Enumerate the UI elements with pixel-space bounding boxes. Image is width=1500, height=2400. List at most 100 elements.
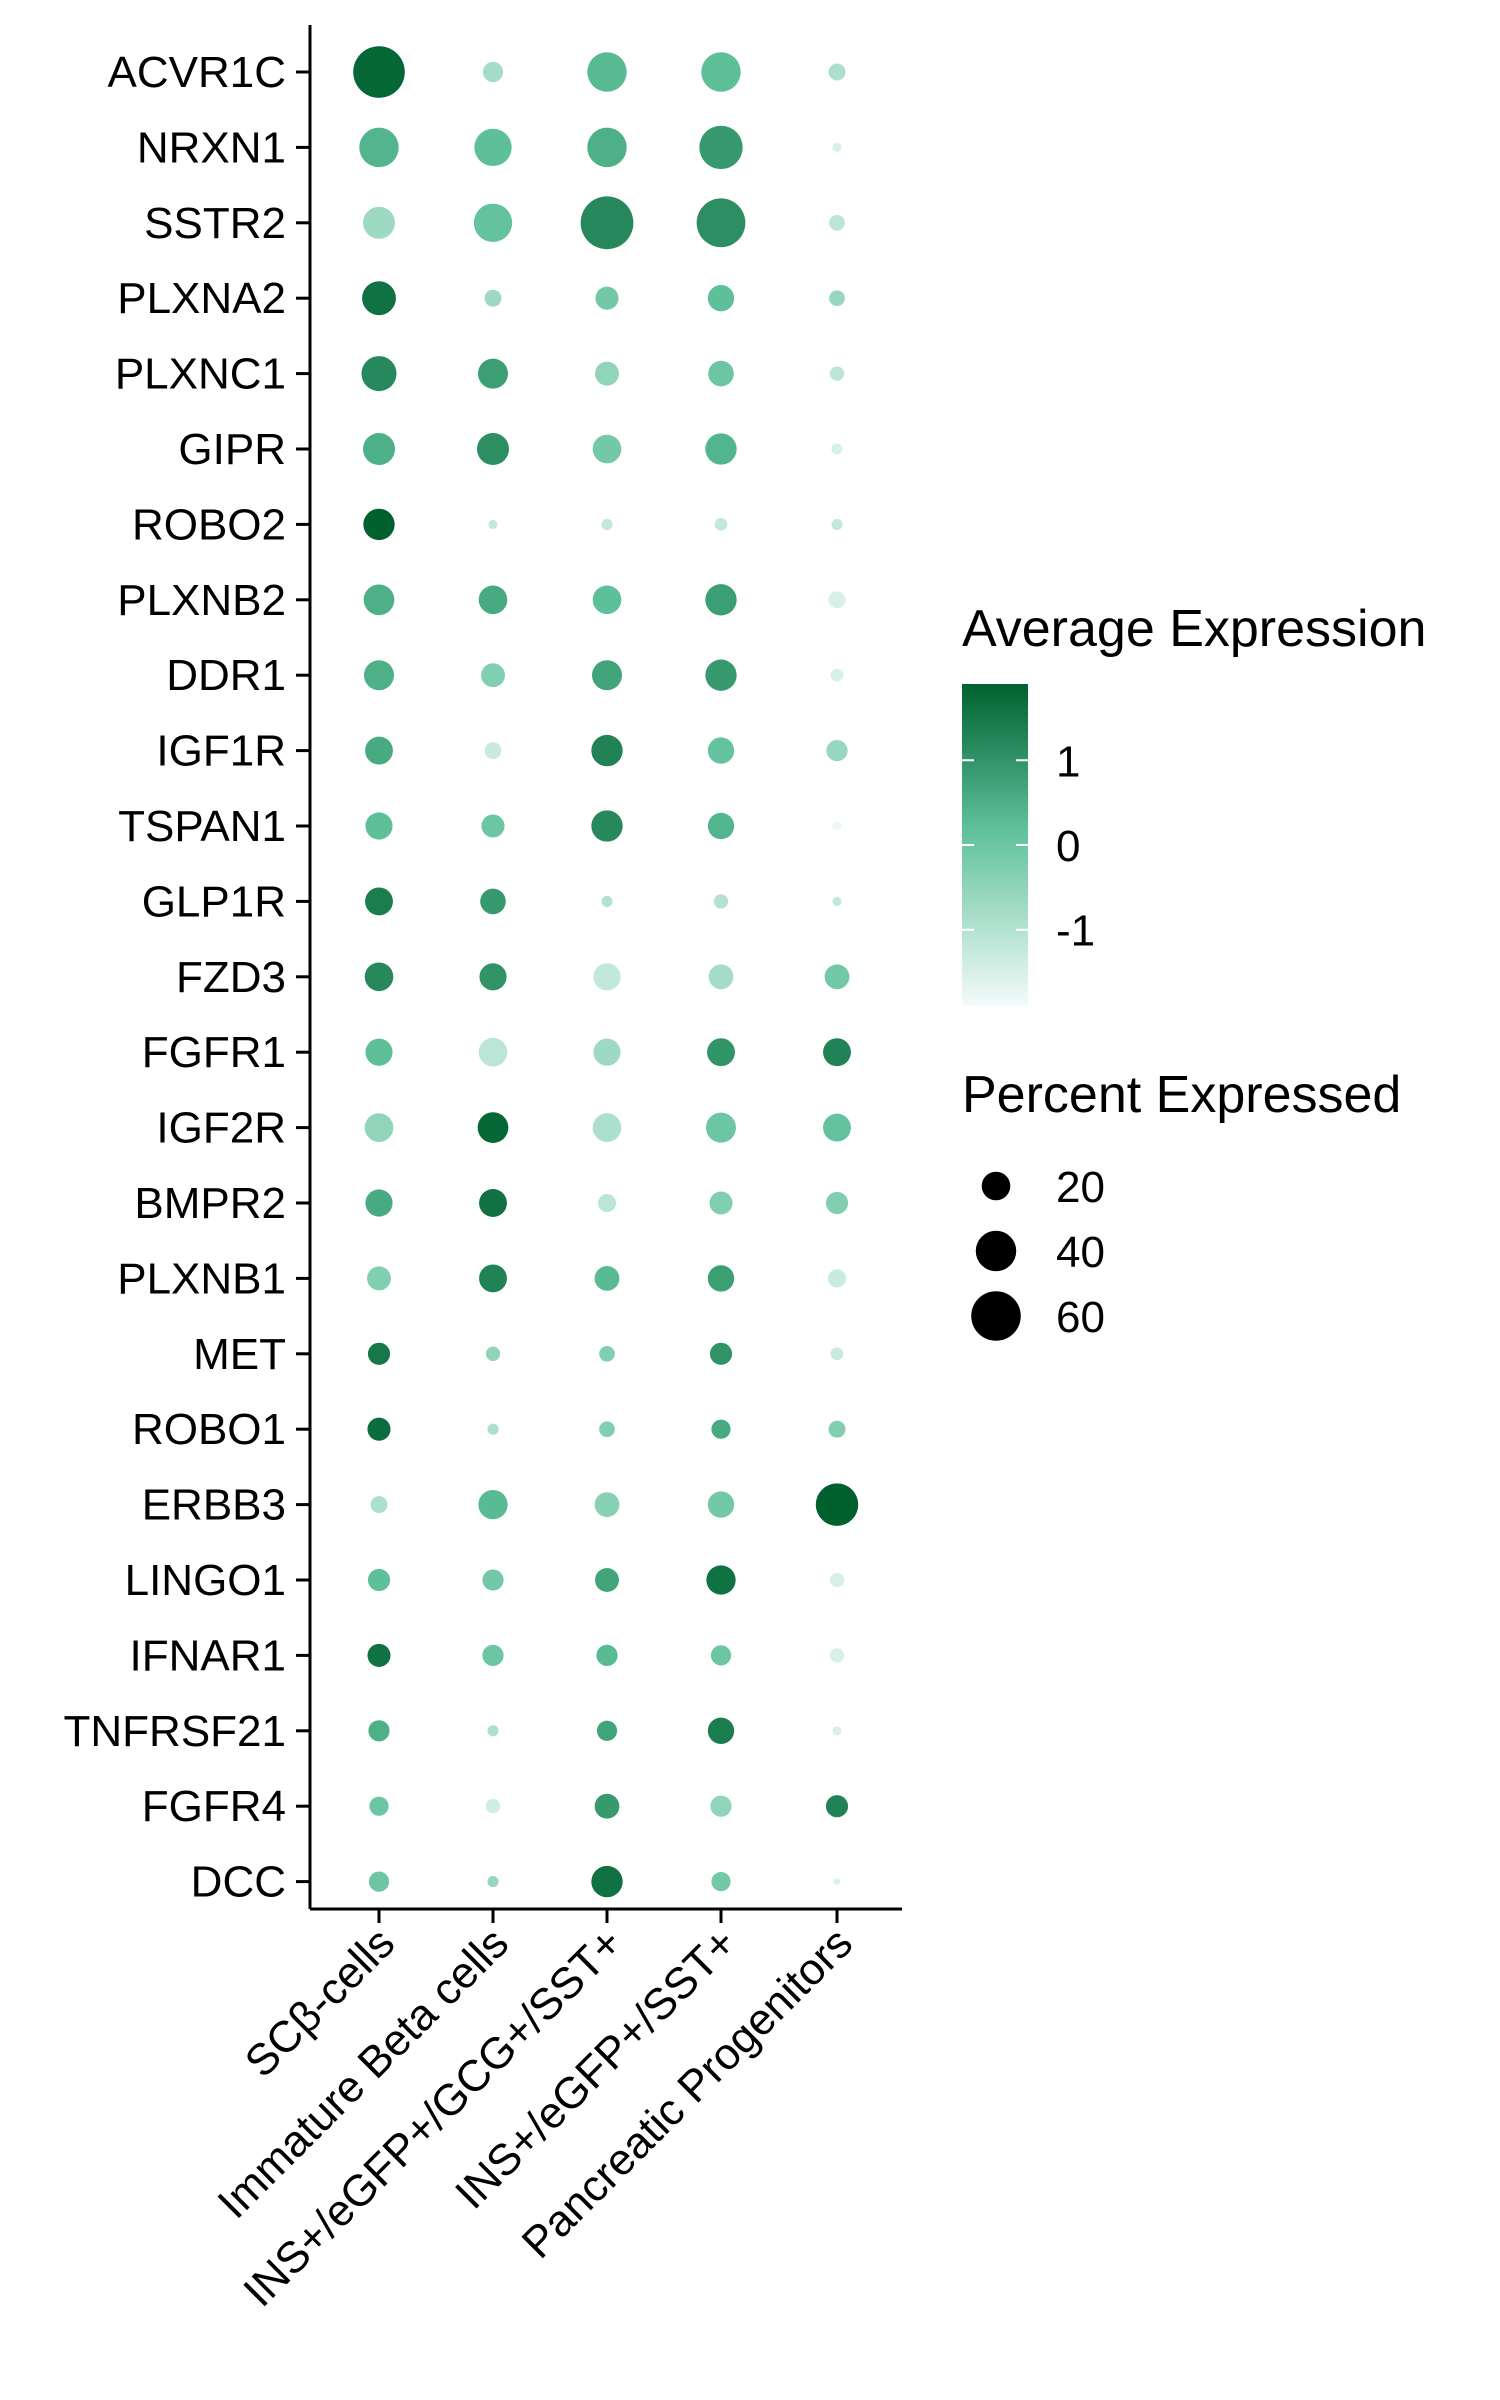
gene-label: FZD3 [176,953,286,1002]
gene-label: TSPAN1 [118,802,286,851]
dot-point [832,896,842,906]
dot-point [474,128,512,167]
dot-point [828,1420,846,1438]
gene-label: FGFR4 [142,1782,286,1831]
dot-point [479,963,507,991]
dot-point [705,1112,737,1143]
y-axis: ACVR1C NRXN1 SSTR2 PLXNA2 PLXNC1 GIPR ROBO2 PLX… [64,48,310,1907]
dot-point [830,1347,844,1361]
dot-point [826,739,848,762]
dot-point [481,663,505,688]
dot-point [477,358,509,389]
dot-point [362,281,396,316]
dot-point [708,360,734,387]
dot-point [824,964,850,990]
dot-point [705,433,737,465]
gene-label: TNFRSF21 [64,1707,286,1756]
gene-label: IGF2R [156,1104,286,1153]
dot-point [481,814,505,838]
dot-point [477,433,509,465]
dot-point [487,1423,499,1435]
size-legend-dot [981,1171,1011,1201]
dot-point [599,1345,615,1362]
size-tick-label: 60 [1056,1293,1105,1342]
dot-point [593,1038,621,1066]
dot-point [477,1112,509,1143]
gene-label: LINGO1 [125,1556,286,1605]
color-legend: Average Expression 1 0 -1 [962,600,1426,1006]
dot-point [595,361,619,386]
dot-point [591,734,623,767]
dot-point [353,46,405,98]
gene-label: PLXNA2 [117,274,286,323]
size-tick-label: 20 [1056,1163,1105,1212]
dot-point [592,434,622,464]
dot-point [479,1189,507,1217]
dot-point [710,1795,732,1817]
dot-point [714,518,728,531]
dot-point [701,52,741,92]
dot-point [473,203,513,242]
dot-point [696,198,746,248]
dot-point [587,127,627,168]
gene-label: ROBO1 [132,1405,286,1454]
dot-point [710,1645,732,1666]
dot-point [367,1266,391,1291]
gene-label: GIPR [178,425,286,474]
dot-point [367,1417,391,1441]
dot-point [707,1717,735,1744]
dot-point [478,1037,508,1067]
dot-point [601,895,613,907]
dot-point [699,125,743,170]
dot-point [709,1191,733,1215]
dot-point [709,1342,733,1365]
dot-point [367,1342,391,1365]
dot-point [363,433,395,465]
gene-label: ERBB3 [142,1481,286,1530]
plot-area [353,46,859,1898]
dot-point [368,1720,390,1742]
size-legend: Percent Expressed 20 40 60 [962,1066,1401,1342]
dot-point [823,1113,851,1142]
dot-point [365,736,393,765]
color-legend-title: Average Expression [962,600,1426,658]
size-tick-label: 40 [1056,1228,1105,1277]
dot-point [368,1871,390,1892]
dot-point [832,821,842,831]
gene-label: PLXNC1 [115,350,286,399]
gene-label: BMPR2 [134,1179,286,1228]
dot-point [485,1346,501,1361]
dot-point [592,1113,622,1142]
dot-point [363,206,395,239]
dot-point [479,1264,507,1293]
dot-point [363,508,395,541]
dot-point [823,1038,851,1067]
dot-point [365,812,393,840]
gene-label: GLP1R [142,877,286,926]
dot-point [825,1795,849,1818]
dot-point [367,1568,391,1592]
gene-label: DDR1 [166,651,286,700]
size-legend-title: Percent Expressed [962,1066,1401,1124]
dot-point [711,1872,731,1892]
dot-point [482,61,504,83]
dot-point [488,519,498,529]
dot-point [478,585,508,615]
dot-point [825,1191,849,1215]
dot-point [361,356,397,392]
dot-point [708,964,734,990]
dot-point [707,1265,735,1292]
dot-point [364,962,394,992]
dot-point [705,659,737,691]
dot-point [591,810,623,842]
dot-point [595,1568,619,1592]
dot-point [599,1421,615,1438]
dot-point [596,1644,618,1667]
dot-point [832,1726,842,1736]
dot-point [829,214,845,231]
dot-point [580,196,634,250]
dot-point [601,518,613,530]
dot-point [587,52,627,92]
dot-point [596,1720,618,1741]
